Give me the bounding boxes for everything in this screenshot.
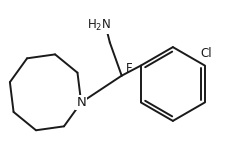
Text: F: F: [126, 62, 133, 75]
Text: H$_2$N: H$_2$N: [87, 18, 111, 33]
Text: Cl: Cl: [200, 47, 212, 60]
Text: N: N: [76, 96, 86, 109]
